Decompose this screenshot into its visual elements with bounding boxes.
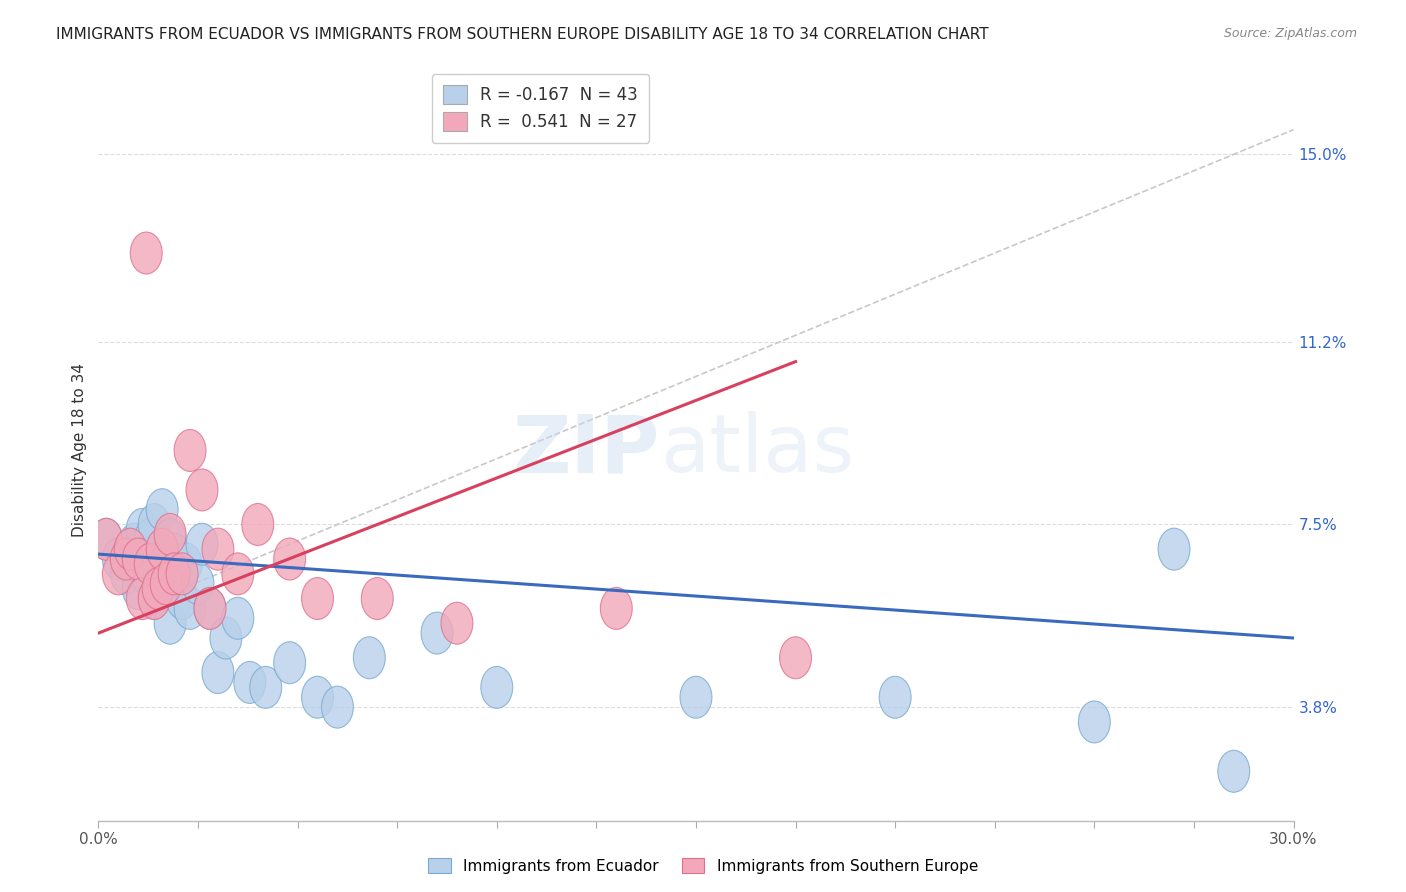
Ellipse shape — [90, 518, 122, 560]
Ellipse shape — [142, 567, 174, 609]
Text: IMMIGRANTS FROM ECUADOR VS IMMIGRANTS FROM SOUTHERN EUROPE DISABILITY AGE 18 TO : IMMIGRANTS FROM ECUADOR VS IMMIGRANTS FR… — [56, 27, 988, 42]
Ellipse shape — [142, 558, 174, 599]
Ellipse shape — [122, 538, 155, 580]
Ellipse shape — [131, 553, 162, 595]
Ellipse shape — [222, 553, 254, 595]
Ellipse shape — [155, 514, 186, 556]
Ellipse shape — [114, 528, 146, 570]
Legend: R = -0.167  N = 43, R =  0.541  N = 27: R = -0.167 N = 43, R = 0.541 N = 27 — [432, 74, 650, 143]
Ellipse shape — [322, 686, 353, 728]
Ellipse shape — [166, 553, 198, 595]
Ellipse shape — [174, 588, 207, 630]
Ellipse shape — [194, 588, 226, 630]
Ellipse shape — [166, 577, 198, 620]
Ellipse shape — [194, 588, 226, 630]
Ellipse shape — [242, 503, 274, 546]
Ellipse shape — [186, 469, 218, 511]
Ellipse shape — [135, 518, 166, 560]
Ellipse shape — [159, 553, 190, 595]
Ellipse shape — [155, 518, 186, 560]
Ellipse shape — [103, 553, 135, 595]
Ellipse shape — [481, 666, 513, 708]
Ellipse shape — [250, 666, 281, 708]
Legend: Immigrants from Ecuador, Immigrants from Southern Europe: Immigrants from Ecuador, Immigrants from… — [422, 852, 984, 880]
Ellipse shape — [146, 563, 179, 605]
Ellipse shape — [131, 232, 162, 274]
Ellipse shape — [146, 489, 179, 531]
Ellipse shape — [135, 538, 166, 580]
Ellipse shape — [353, 637, 385, 679]
Y-axis label: Disability Age 18 to 34: Disability Age 18 to 34 — [72, 363, 87, 538]
Ellipse shape — [361, 577, 394, 620]
Ellipse shape — [441, 602, 472, 644]
Ellipse shape — [111, 538, 142, 580]
Text: Source: ZipAtlas.com: Source: ZipAtlas.com — [1223, 27, 1357, 40]
Ellipse shape — [138, 577, 170, 620]
Ellipse shape — [183, 563, 214, 605]
Ellipse shape — [162, 553, 194, 595]
Ellipse shape — [138, 503, 170, 546]
Ellipse shape — [159, 533, 190, 575]
Ellipse shape — [174, 429, 207, 472]
Ellipse shape — [209, 617, 242, 659]
Ellipse shape — [150, 563, 183, 605]
Ellipse shape — [111, 553, 142, 595]
Ellipse shape — [202, 528, 233, 570]
Ellipse shape — [1078, 701, 1111, 743]
Ellipse shape — [202, 651, 233, 694]
Text: ZIP: ZIP — [513, 411, 661, 490]
Ellipse shape — [1159, 528, 1189, 570]
Ellipse shape — [155, 602, 186, 644]
Ellipse shape — [222, 598, 254, 640]
Text: atlas: atlas — [661, 411, 855, 490]
Ellipse shape — [103, 538, 135, 580]
Ellipse shape — [1218, 750, 1250, 792]
Ellipse shape — [600, 588, 633, 630]
Ellipse shape — [90, 518, 122, 560]
Ellipse shape — [302, 577, 333, 620]
Ellipse shape — [135, 543, 166, 585]
Ellipse shape — [681, 676, 711, 718]
Ellipse shape — [118, 524, 150, 566]
Ellipse shape — [127, 508, 159, 550]
Ellipse shape — [302, 676, 333, 718]
Ellipse shape — [233, 662, 266, 704]
Ellipse shape — [150, 543, 183, 585]
Ellipse shape — [274, 538, 305, 580]
Ellipse shape — [122, 567, 155, 609]
Ellipse shape — [122, 533, 155, 575]
Ellipse shape — [127, 577, 159, 620]
Ellipse shape — [114, 528, 146, 570]
Ellipse shape — [138, 577, 170, 620]
Ellipse shape — [422, 612, 453, 654]
Ellipse shape — [186, 524, 218, 566]
Ellipse shape — [779, 637, 811, 679]
Ellipse shape — [170, 543, 202, 585]
Ellipse shape — [879, 676, 911, 718]
Ellipse shape — [274, 641, 305, 683]
Ellipse shape — [146, 528, 179, 570]
